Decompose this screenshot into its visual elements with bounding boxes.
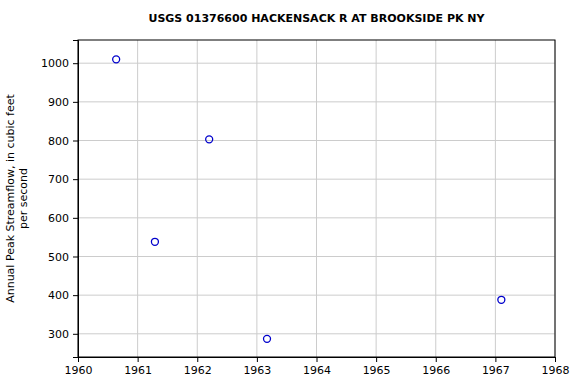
tick: 1968 [542, 357, 570, 377]
plot-frame [78, 40, 555, 357]
grid-line [78, 101, 555, 102]
grid-line [197, 40, 198, 357]
tick-label: 1966 [422, 364, 450, 377]
tick: 800 [48, 135, 78, 148]
tick: 400 [48, 289, 78, 302]
tick: 1966 [422, 357, 450, 377]
x-axis: 1960 1961 1962 1963 1964 1965 1966 1967 1968 [65, 357, 570, 377]
tick-mark [138, 357, 139, 362]
tick: 300 [48, 328, 78, 341]
tick-label: 1965 [363, 364, 391, 377]
tick: 1967 [482, 357, 510, 377]
tick: 1962 [184, 357, 212, 377]
tick-mark [317, 357, 318, 362]
tick-mark [376, 357, 377, 362]
tick: 1960 [65, 357, 93, 377]
tick-mark [436, 357, 437, 362]
grid [78, 40, 555, 357]
points [113, 56, 505, 343]
tick-label: 300 [48, 328, 69, 341]
grid-line [137, 40, 138, 357]
axis-line [73, 41, 79, 358]
grid-line [256, 40, 257, 357]
tick: 1964 [303, 357, 331, 377]
point [151, 238, 158, 245]
tick-mark [73, 102, 78, 103]
tick-label: 500 [48, 251, 69, 264]
axis-title: Annual Peak Streamflow, in cubic feet [4, 93, 17, 302]
tick: 1965 [363, 357, 391, 377]
tick-mark [197, 357, 198, 362]
tick-label: 1963 [243, 364, 271, 377]
grid-line [316, 40, 317, 357]
tick-label: 1960 [65, 364, 93, 377]
point [206, 136, 213, 143]
tick-label: 1000 [41, 57, 69, 70]
tick: 1961 [124, 357, 152, 377]
tick-label: 700 [48, 173, 69, 186]
y-axis: 300 400 500 600 700 800 900 1000 [41, 41, 79, 358]
tick: 900 [48, 96, 78, 109]
tick-label: 600 [48, 212, 69, 225]
grid-line [495, 40, 496, 357]
grid-line [78, 140, 555, 141]
grid-line [78, 217, 555, 218]
grid-line [78, 295, 555, 296]
chart: 1960 1961 1962 1963 1964 1965 1966 1967 1968 300 4… [0, 0, 576, 384]
tick: 600 [48, 212, 78, 225]
tick-mark [73, 218, 78, 219]
tick-label: 400 [48, 289, 69, 302]
point [498, 296, 505, 303]
tick-label: 1962 [184, 364, 212, 377]
grid-line [376, 40, 377, 357]
tick-mark [73, 179, 78, 180]
tick-mark [73, 63, 78, 64]
grid-line [435, 40, 436, 357]
tick-label: 1961 [124, 364, 152, 377]
tick-label: 1964 [303, 364, 331, 377]
point [264, 335, 271, 342]
tick-label: 1968 [542, 364, 570, 377]
grid-line [78, 256, 555, 257]
tick-mark [73, 256, 78, 257]
tick-mark [73, 334, 78, 335]
grid-line [78, 179, 555, 180]
y-label: Annual Peak Streamflow, in cubic feetper… [4, 93, 30, 302]
tick-mark [495, 357, 496, 362]
tick: 700 [48, 173, 78, 186]
tick-mark [257, 357, 258, 362]
point [113, 56, 120, 63]
tick: 500 [48, 251, 78, 264]
axis-title: per second [17, 168, 30, 229]
grid-line [78, 333, 555, 334]
axis-line [79, 358, 556, 363]
tick-mark [73, 295, 78, 296]
tick-label: 900 [48, 96, 69, 109]
tick-label: 800 [48, 135, 69, 148]
tick-label: 1967 [482, 364, 510, 377]
title: USGS 01376600 HACKENSACK R AT BROOKSIDE … [148, 12, 485, 25]
tick-mark [555, 357, 556, 362]
tick: 1963 [243, 357, 271, 377]
grid-line [78, 63, 555, 64]
tick-mark [73, 141, 78, 142]
tick: 1000 [41, 57, 78, 70]
